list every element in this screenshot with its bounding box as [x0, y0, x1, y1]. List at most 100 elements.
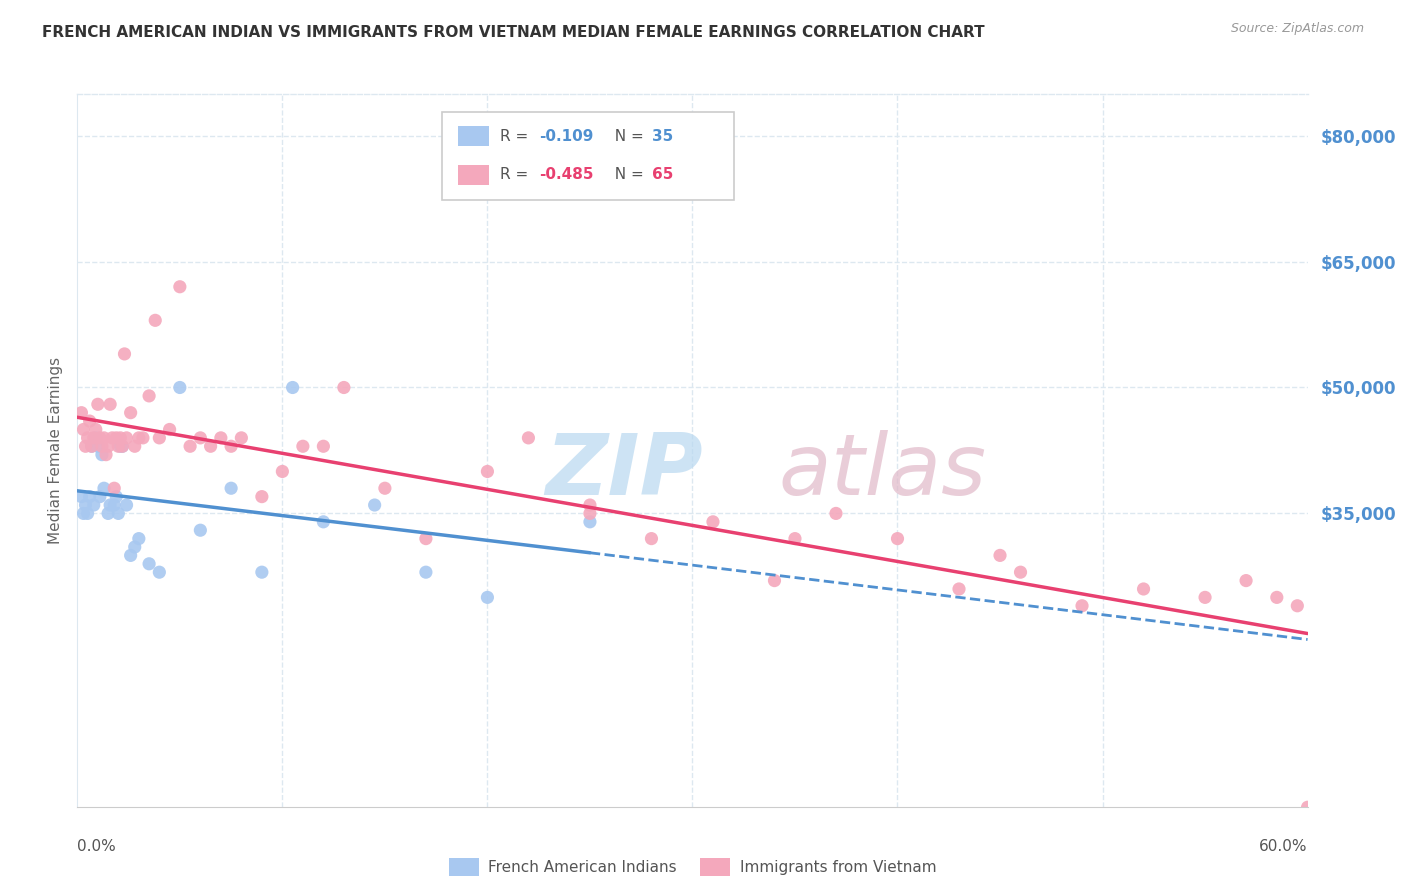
Point	[97, 507, 120, 521]
Point	[169, 380, 191, 394]
Point	[128, 532, 150, 546]
Point	[111, 439, 134, 453]
Y-axis label: Median Female Earnings: Median Female Earnings	[48, 357, 63, 544]
Point	[124, 439, 146, 453]
Point	[948, 582, 970, 596]
Point	[188, 431, 212, 445]
Point	[83, 498, 105, 512]
Point	[120, 549, 142, 563]
Point	[477, 465, 499, 479]
Point	[1265, 591, 1288, 605]
Point	[72, 422, 94, 436]
Point	[1010, 565, 1032, 579]
Point	[312, 515, 335, 529]
Point	[115, 431, 138, 445]
Point	[517, 431, 540, 445]
Point	[94, 448, 117, 462]
Point	[1234, 574, 1257, 588]
Point	[415, 565, 437, 579]
Legend: French American Indians, Immigrants from Vietnam: French American Indians, Immigrants from…	[443, 852, 942, 881]
Point	[84, 431, 107, 445]
Point	[1296, 800, 1319, 814]
Point	[90, 439, 114, 453]
Point	[188, 523, 212, 537]
Point	[1286, 599, 1309, 613]
Point	[89, 490, 111, 504]
Text: 35: 35	[651, 128, 673, 144]
Point	[70, 406, 93, 420]
Point	[250, 490, 273, 504]
Point	[80, 439, 103, 453]
Point	[886, 532, 908, 546]
Text: 0.0%: 0.0%	[77, 839, 117, 855]
Point	[312, 439, 335, 453]
Point	[98, 397, 121, 411]
Point	[702, 515, 724, 529]
Point	[79, 414, 101, 428]
Point	[477, 591, 499, 605]
Point	[1132, 582, 1154, 596]
Point	[115, 498, 138, 512]
Point	[763, 574, 786, 588]
Point	[107, 507, 129, 521]
Point	[271, 465, 294, 479]
Point	[83, 431, 105, 445]
Text: ZIP: ZIP	[546, 430, 703, 514]
Point	[179, 439, 201, 453]
Point	[124, 540, 146, 554]
Point	[110, 431, 132, 445]
Point	[114, 347, 136, 361]
Point	[76, 507, 98, 521]
Text: -0.485: -0.485	[540, 168, 593, 182]
Text: N =: N =	[606, 128, 650, 144]
Point	[97, 439, 120, 453]
Point	[200, 439, 222, 453]
Text: R =: R =	[501, 168, 533, 182]
Point	[250, 565, 273, 579]
Point	[281, 380, 304, 394]
Point	[93, 431, 115, 445]
Point	[219, 481, 242, 495]
Point	[1071, 599, 1094, 613]
Point	[87, 397, 110, 411]
Point	[72, 507, 94, 521]
Point	[291, 439, 314, 453]
Point	[101, 431, 124, 445]
Point	[579, 515, 602, 529]
Point	[90, 448, 114, 462]
Point	[333, 380, 356, 394]
Point	[79, 490, 101, 504]
Point	[825, 507, 848, 521]
Point	[98, 498, 121, 512]
Point	[138, 557, 160, 571]
Text: 60.0%: 60.0%	[1260, 839, 1308, 855]
Point	[363, 498, 385, 512]
Text: Source: ZipAtlas.com: Source: ZipAtlas.com	[1230, 22, 1364, 36]
Point	[103, 498, 125, 512]
Point	[111, 439, 134, 453]
Point	[231, 431, 253, 445]
Point	[75, 498, 97, 512]
Point	[93, 481, 115, 495]
Point	[105, 431, 128, 445]
Text: atlas: atlas	[779, 430, 987, 514]
Point	[988, 549, 1011, 563]
Text: 65: 65	[651, 168, 673, 182]
Point	[374, 481, 396, 495]
Point	[579, 507, 602, 521]
Point	[783, 532, 806, 546]
Point	[80, 439, 103, 453]
Point	[110, 439, 132, 453]
Point	[148, 431, 170, 445]
Point	[107, 439, 129, 453]
Point	[87, 439, 110, 453]
Point	[219, 439, 242, 453]
Point	[415, 532, 437, 546]
Point	[70, 490, 93, 504]
Point	[128, 431, 150, 445]
Point	[76, 431, 98, 445]
Point	[75, 439, 97, 453]
Point	[209, 431, 232, 445]
Point	[579, 498, 602, 512]
Point	[640, 532, 662, 546]
